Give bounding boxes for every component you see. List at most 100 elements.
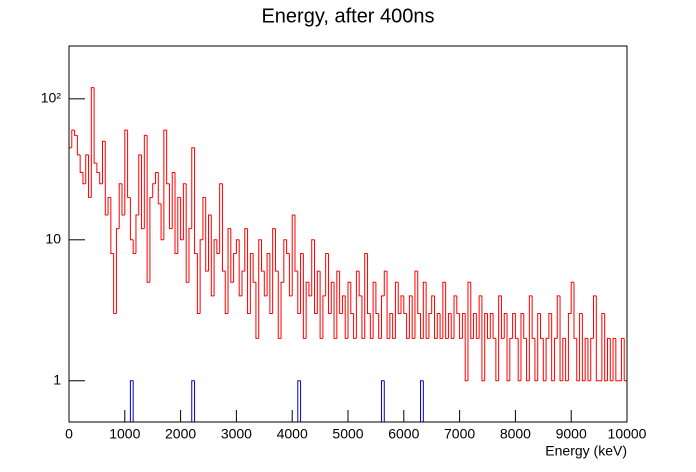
histogram-bin (467, 281, 471, 381)
histogram-bin (286, 239, 290, 254)
y-tick-label: 10² (41, 90, 62, 106)
histogram-bin (450, 313, 455, 339)
histogram-bin (548, 313, 552, 339)
histogram-bin (96, 163, 100, 174)
histogram-bin (551, 313, 555, 382)
histogram-bin (294, 214, 298, 272)
histogram-bin (439, 313, 443, 339)
histogram-bin (202, 196, 206, 240)
histogram-bin (601, 313, 605, 381)
histogram-bin (115, 228, 120, 314)
histogram-bin (537, 313, 541, 381)
histogram-bin (567, 313, 572, 381)
histogram-bin (433, 295, 438, 339)
histogram-bin (141, 154, 145, 230)
histogram-bin (587, 338, 591, 382)
histogram-bin (107, 196, 111, 215)
histogram-bin (132, 239, 136, 254)
histogram-bin (542, 338, 547, 382)
histogram-bin (514, 313, 519, 339)
histogram-bin (216, 239, 220, 254)
histogram-bin (573, 282, 577, 339)
histogram-bin (456, 295, 460, 315)
histogram-bin (311, 239, 315, 296)
x-tick-label: 1000 (109, 426, 140, 442)
histogram-bin (420, 313, 424, 339)
histogram-bin (509, 337, 513, 381)
histogram-bin (526, 338, 530, 382)
histogram-bin (383, 270, 388, 296)
histogram-bin (99, 172, 103, 185)
histogram-bin (417, 271, 421, 315)
histogram-bin (238, 239, 242, 297)
histogram-bin (174, 172, 178, 254)
histogram-bin (124, 129, 128, 215)
histogram-bin (71, 129, 75, 148)
histogram-bin (305, 281, 309, 339)
histogram-bin (484, 313, 488, 381)
histogram-bin (353, 313, 357, 339)
histogram-bin (113, 253, 117, 315)
histogram-bin (556, 295, 561, 339)
histogram-bin (224, 271, 229, 315)
histogram-bin (300, 252, 304, 314)
x-tick-label: 3000 (221, 426, 252, 442)
y-tick-label: 10 (45, 231, 61, 247)
histogram-bin (210, 214, 215, 297)
histogram-bin (534, 338, 538, 382)
histogram-bin (160, 203, 164, 241)
histogram-bin (606, 337, 611, 381)
histogram-bin (579, 313, 583, 381)
histogram-bin (590, 337, 594, 381)
histogram-bin (85, 154, 89, 184)
histogram-bin (414, 270, 418, 339)
histogram-bin (171, 172, 176, 229)
histogram-bin (221, 183, 226, 272)
histogram-bin (593, 295, 597, 339)
histogram-bin (244, 228, 248, 272)
histogram-bin (101, 140, 106, 184)
histogram-bin (341, 295, 346, 314)
histogram-bin (219, 183, 223, 254)
histogram-bin (90, 87, 95, 198)
histogram-bin (247, 228, 251, 315)
histogram-bin (149, 196, 153, 283)
histogram-bin (442, 281, 446, 339)
x-tick-label: 6000 (388, 426, 419, 442)
histogram-bin (492, 313, 496, 339)
histogram-bin (367, 253, 371, 315)
histogram-bin (191, 147, 195, 229)
histogram-bin (447, 313, 452, 339)
histogram-bin (277, 271, 282, 339)
histogram-bin (445, 282, 449, 339)
histogram-bin (570, 281, 574, 314)
histogram-bin (531, 295, 535, 339)
histogram-bin (470, 282, 474, 339)
histogram-bin (400, 295, 404, 314)
histogram-bin (420, 380, 424, 422)
histogram-bin (191, 380, 195, 422)
histogram-bin (612, 337, 616, 381)
histogram-bin (185, 183, 189, 283)
histogram-bin (269, 253, 273, 315)
histogram-bin (512, 313, 516, 339)
histogram-bin (266, 252, 270, 296)
histogram-bin (459, 313, 463, 339)
histogram-bin (604, 313, 608, 382)
histogram-bin (623, 338, 627, 382)
histogram-bin (339, 271, 343, 315)
histogram-bin (255, 282, 259, 339)
histogram-bin (93, 87, 97, 164)
histogram-bin (389, 313, 393, 339)
histogram-bin (104, 141, 109, 216)
histogram-bin (166, 130, 170, 185)
histogram-bin (489, 313, 494, 339)
x-tick-label: 8000 (500, 426, 531, 442)
histogram-bin (249, 252, 254, 314)
x-tick-label: 2000 (165, 426, 196, 442)
histogram-bin (473, 313, 477, 339)
histogram-bin (88, 154, 92, 198)
histogram-bin (168, 183, 173, 230)
histogram-bin (230, 228, 234, 283)
histogram-bin (302, 253, 307, 339)
